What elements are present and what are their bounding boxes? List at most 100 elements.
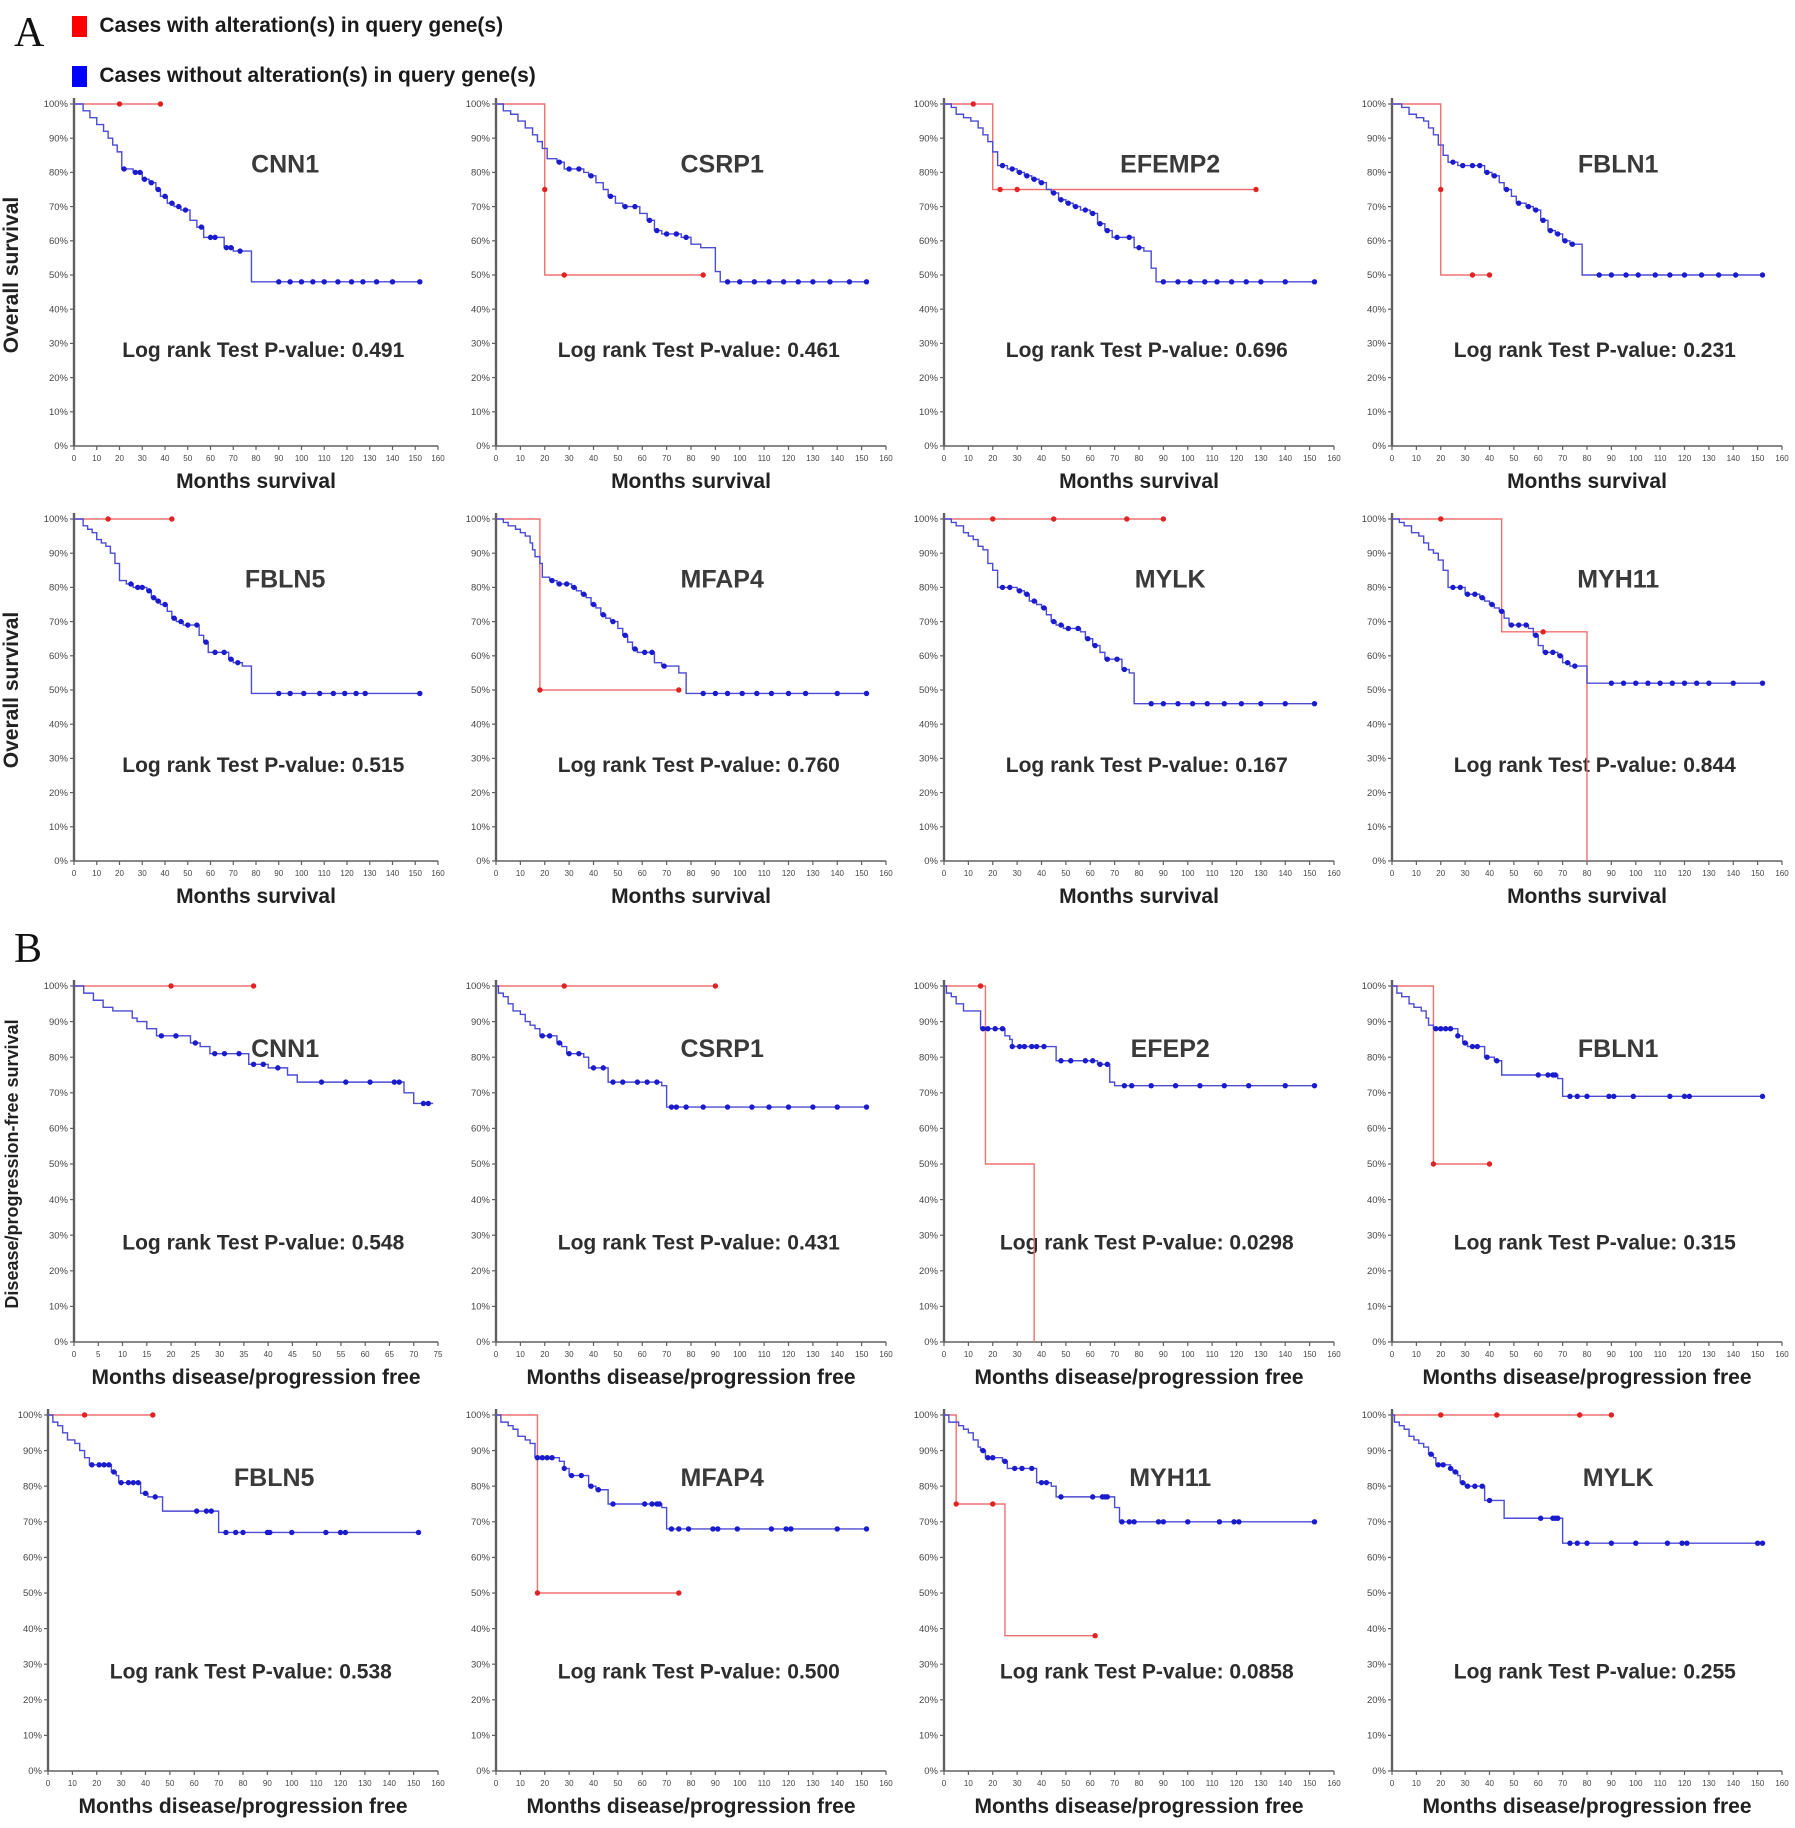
p-value-text: Log rank Test P-value: 0.231: [1454, 339, 1736, 362]
censor-mark-unaltered: [581, 591, 587, 597]
panel-a-header: A Cases with alteration(s) in query gene…: [0, 4, 1795, 88]
censor-mark-unaltered: [267, 1529, 273, 1536]
censor-mark-unaltered: [212, 649, 218, 656]
x-tick-label: 60: [1534, 454, 1543, 463]
y-tick-label: 20%: [919, 1695, 939, 1706]
chart-cell-a-fbln5: 0% 10% 20% 30% 40% 50% 60% 70% 80% 90% 100% 0 10 20 30…: [0, 503, 448, 918]
x-tick-label: 60: [638, 869, 647, 878]
censor-mark-unaltered: [1041, 605, 1047, 611]
censor-mark-altered: [542, 186, 548, 193]
x-tick-label: 60: [1086, 1350, 1095, 1359]
censor-mark-unaltered: [999, 584, 1006, 591]
chart-cell-a-cnn1: 0% 10% 20% 30% 40% 50% 60% 70% 80% 90% 100% 0 10 20 30…: [0, 88, 448, 503]
censor-mark-unaltered: [1464, 591, 1471, 597]
censor-mark-unaltered: [1126, 234, 1132, 241]
y-tick-label: 10%: [471, 407, 491, 418]
censor-mark-unaltered: [1002, 1458, 1008, 1464]
censor-mark-unaltered: [1189, 700, 1196, 707]
x-tick-label: 70: [1110, 1779, 1119, 1788]
x-tick-label: 70: [1110, 869, 1119, 878]
censor-mark-unaltered: [739, 690, 745, 697]
km-curve-unaltered: [944, 518, 1317, 705]
y-tick-label: 70%: [1367, 202, 1387, 213]
censor-mark-unaltered: [1667, 272, 1673, 278]
y-tick-label: 60%: [919, 1124, 939, 1135]
y-tick-label: 100%: [1362, 514, 1387, 525]
y-axis-label: Overall survival: [0, 197, 23, 353]
x-tick-label: 10: [964, 1779, 973, 1788]
censor-mark-unaltered: [1075, 625, 1081, 632]
x-tick-label: 100: [1181, 1350, 1195, 1359]
censor-mark-altered: [700, 272, 706, 278]
x-tick-label: 40: [1485, 1779, 1494, 1788]
x-tick-label: 30: [1013, 454, 1022, 463]
y-tick-label: 30%: [1367, 754, 1387, 765]
x-tick-label: 40: [1037, 454, 1046, 463]
x-tick-label: 90: [711, 454, 720, 463]
censor-mark-unaltered: [610, 1501, 616, 1507]
x-tick-label: 110: [758, 869, 771, 878]
y-tick-label: 70%: [919, 202, 939, 213]
y-tick-label: 50%: [49, 1159, 69, 1170]
censor-mark-unaltered: [1447, 1026, 1454, 1032]
censor-mark-unaltered: [415, 1529, 422, 1536]
chart-cell-a-fbln1: 0% 10% 20% 30% 40% 50% 60% 70% 80% 90% 100% 0 10 20 30…: [1344, 88, 1792, 503]
censor-mark-altered: [990, 1501, 996, 1507]
x-tick-label: 150: [855, 1350, 869, 1359]
censor-mark-unaltered: [785, 1104, 792, 1110]
x-tick-label: 130: [1702, 1350, 1716, 1359]
censor-mark-unaltered: [737, 279, 743, 285]
x-tick-label: 150: [1303, 1350, 1317, 1359]
y-tick-label: 30%: [49, 754, 69, 765]
y-tick-label: 50%: [471, 1588, 491, 1599]
censor-mark-unaltered: [1645, 680, 1651, 686]
x-tick-label: 110: [1654, 1350, 1667, 1359]
y-tick-label: 0%: [1372, 856, 1386, 867]
x-tick-label: 10: [1412, 869, 1421, 878]
censor-mark-unaltered: [556, 159, 563, 165]
y-tick-label: 20%: [1367, 1266, 1387, 1277]
x-axis-label: Months disease/progression free: [526, 1366, 855, 1389]
km-plot-b-fbln1: 0% 10% 20% 30% 40% 50% 60% 70% 80% 90% 100% 0 10 20 30…: [1362, 980, 1789, 1389]
y-tick-label: 70%: [471, 1088, 491, 1099]
y-tick-label: 60%: [1367, 651, 1387, 662]
y-tick-label: 50%: [1367, 685, 1387, 696]
x-tick-label: 30: [1013, 1350, 1022, 1359]
censor-mark-unaltered: [539, 1455, 546, 1461]
y-tick-label: 0%: [476, 1766, 490, 1777]
censor-mark-unaltered: [1533, 207, 1539, 213]
censor-mark-unaltered: [1462, 1040, 1468, 1046]
x-tick-label: 80: [687, 454, 696, 463]
censor-mark-unaltered: [1667, 1093, 1673, 1100]
censor-mark-unaltered: [1089, 210, 1096, 217]
censor-mark-unaltered: [710, 1526, 716, 1532]
x-tick-label: 10: [964, 454, 973, 463]
censor-mark-unaltered: [1311, 1082, 1318, 1089]
censor-mark-unaltered: [1202, 279, 1208, 285]
y-tick-label: 80%: [919, 1052, 939, 1063]
x-tick-label: 140: [1279, 1779, 1293, 1788]
censor-mark-unaltered: [646, 217, 653, 223]
p-value-text: Log rank Test P-value: 0.431: [558, 1231, 840, 1254]
censor-mark-unaltered: [1104, 227, 1111, 234]
censor-mark-unaltered: [556, 1040, 563, 1046]
censor-mark-unaltered: [802, 690, 809, 697]
x-tick-label: 160: [1327, 1779, 1341, 1788]
x-tick-label: 40: [161, 454, 170, 463]
x-tick-label: 100: [1629, 869, 1643, 878]
gene-title: FBLN1: [1578, 150, 1659, 178]
censor-mark-unaltered: [654, 227, 660, 234]
x-tick-label: 20: [1436, 1779, 1445, 1788]
y-tick-label: 100%: [914, 514, 939, 525]
x-tick-label: 20: [92, 1779, 101, 1788]
p-value-text: Log rank Test P-value: 0.515: [122, 754, 404, 777]
censor-mark-unaltered: [1633, 680, 1639, 686]
x-tick-label: 150: [1303, 869, 1317, 878]
x-tick-label: 110: [758, 454, 771, 463]
x-tick-label: 70: [662, 869, 671, 878]
p-value-text: Log rank Test P-value: 0.538: [110, 1660, 392, 1683]
censor-mark-altered: [537, 687, 543, 693]
censor-mark-unaltered: [203, 639, 209, 645]
censor-mark-unaltered: [1097, 1061, 1103, 1068]
chart-cell-b-mylk: 0% 10% 20% 30% 40% 50% 60% 70% 80% 90% 100% 0 10 20 30…: [1344, 1399, 1792, 1828]
